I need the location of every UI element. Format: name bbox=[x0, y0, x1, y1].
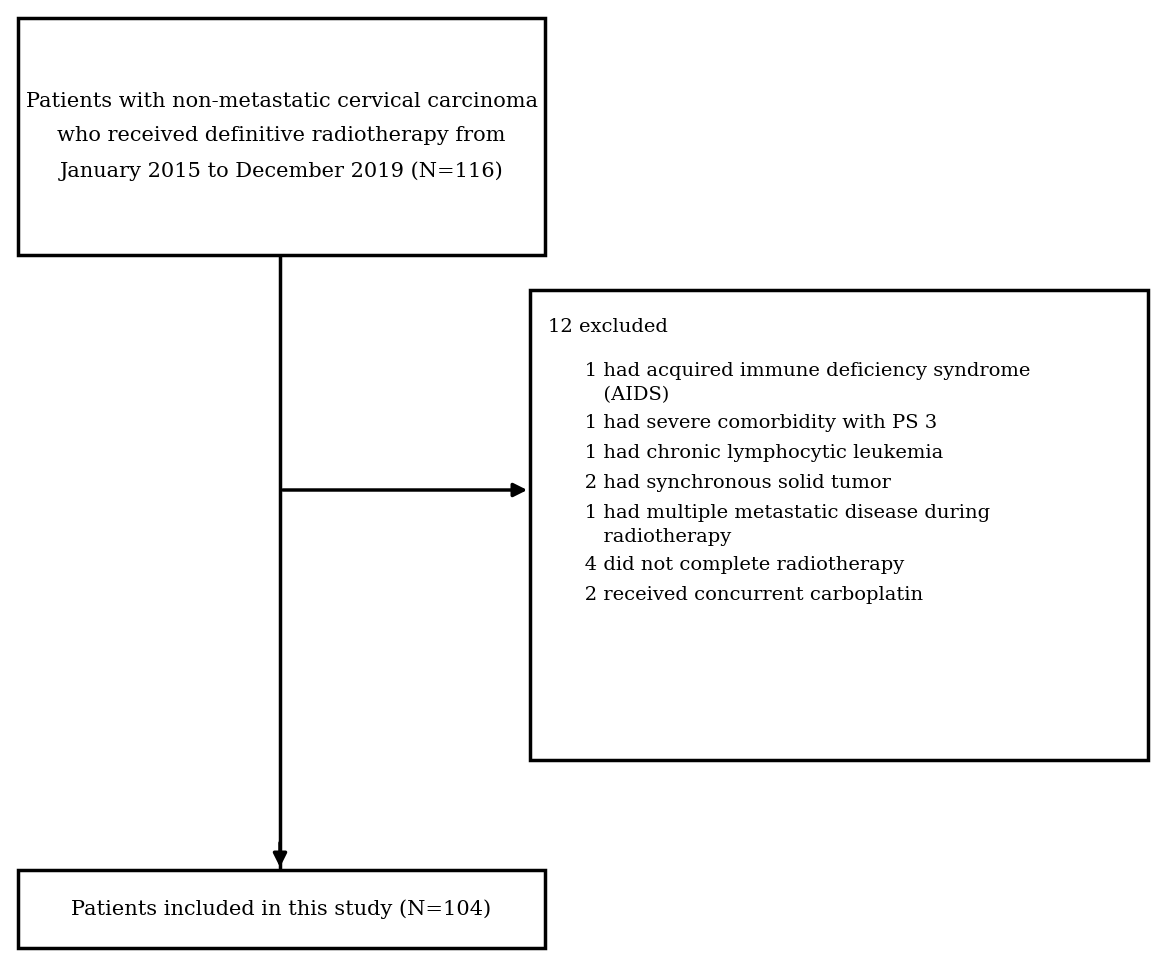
Text: 1 had multiple metastatic disease during
      radiotherapy: 1 had multiple metastatic disease during… bbox=[567, 504, 990, 546]
Bar bbox=[530, 290, 1148, 760]
Text: 1 had severe comorbidity with PS 3: 1 had severe comorbidity with PS 3 bbox=[567, 414, 937, 432]
Text: Patients included in this study (N=104): Patients included in this study (N=104) bbox=[72, 899, 491, 919]
Text: 1 had chronic lymphocytic leukemia: 1 had chronic lymphocytic leukemia bbox=[567, 444, 943, 462]
Bar bbox=[18, 18, 545, 255]
Text: 4 did not complete radiotherapy: 4 did not complete radiotherapy bbox=[567, 556, 904, 574]
Text: 2 had synchronous solid tumor: 2 had synchronous solid tumor bbox=[567, 474, 890, 492]
Text: 12 excluded: 12 excluded bbox=[548, 318, 667, 336]
Text: Patients with non-metastatic cervical carcinoma
who received definitive radiothe: Patients with non-metastatic cervical ca… bbox=[26, 92, 537, 181]
Text: 1 had acquired immune deficiency syndrome
      (AIDS): 1 had acquired immune deficiency syndrom… bbox=[567, 362, 1030, 405]
Text: 2 received concurrent carboplatin: 2 received concurrent carboplatin bbox=[567, 586, 923, 604]
Bar bbox=[18, 870, 545, 948]
